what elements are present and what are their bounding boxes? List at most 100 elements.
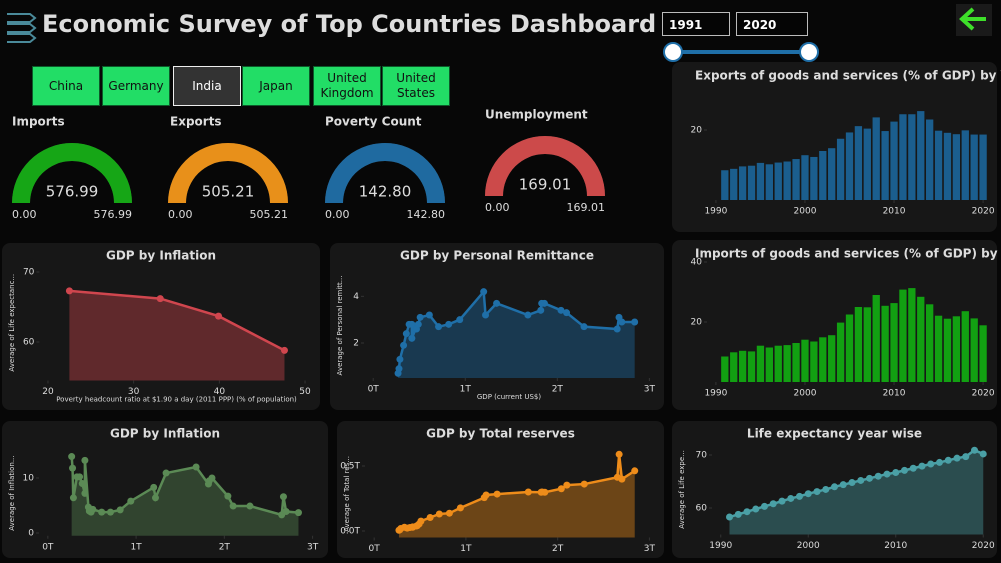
- gauge-arc: [485, 136, 605, 196]
- bar: [738, 350, 747, 382]
- point: [796, 492, 803, 500]
- point: [445, 320, 453, 328]
- area: [398, 291, 635, 378]
- x-tick-label: 2T: [552, 544, 564, 554]
- gauge-title: Exports: [170, 115, 222, 129]
- point: [883, 470, 891, 478]
- bar: [810, 341, 818, 382]
- point: [68, 453, 76, 461]
- y-axis-label: Average of Life expectanc...: [8, 274, 16, 372]
- point: [726, 513, 733, 521]
- y-tick-label: 70: [696, 451, 708, 461]
- bar: [819, 151, 827, 200]
- y-axis-label: Average of Total res...: [343, 456, 351, 532]
- x-tick-label: 50: [299, 387, 311, 397]
- bar: [854, 126, 863, 200]
- bar: [890, 121, 898, 200]
- bar: [854, 307, 863, 382]
- bar: [863, 128, 871, 200]
- bar: [952, 134, 961, 200]
- y-tick-label: 2: [353, 339, 359, 349]
- point: [962, 453, 970, 461]
- end-year[interactable]: 2020: [736, 12, 808, 36]
- point: [615, 450, 623, 458]
- point: [493, 299, 501, 307]
- x-tick-label: 2000: [797, 541, 820, 551]
- area: [729, 450, 984, 535]
- gauge-max: 142.80: [407, 208, 446, 221]
- y-tick-label: 0: [28, 529, 34, 539]
- country-button[interactable]: United Kingdom: [313, 66, 381, 106]
- x-tick-label: 0T: [369, 544, 381, 554]
- chart-title: Imports of goods and services (% of GDP)…: [695, 247, 1001, 261]
- bar: [730, 168, 738, 200]
- point: [395, 365, 403, 373]
- bar: [738, 166, 747, 200]
- area: [69, 290, 285, 381]
- point: [456, 504, 464, 512]
- point: [151, 494, 159, 502]
- point: [909, 464, 917, 472]
- bar: [747, 351, 756, 382]
- point: [557, 485, 565, 493]
- bar: [872, 295, 880, 382]
- gauge-max: 169.01: [567, 201, 606, 214]
- point: [396, 355, 404, 363]
- point: [918, 462, 926, 470]
- point: [822, 485, 830, 493]
- country-button[interactable]: United States: [382, 66, 450, 106]
- x-tick-label: 1T: [460, 544, 472, 554]
- point: [580, 480, 588, 488]
- point: [425, 311, 433, 319]
- bar: [908, 288, 916, 382]
- bar: [819, 337, 827, 382]
- gauge-min: 0.00: [168, 208, 193, 221]
- point: [769, 500, 777, 508]
- start-year[interactable]: 1991: [662, 12, 730, 36]
- country-button[interactable]: China: [32, 66, 100, 106]
- menu-icon[interactable]: [7, 13, 37, 43]
- x-axis-label: Poverty headcount ratio at $1.90 a day (…: [56, 396, 297, 404]
- bar: [943, 318, 952, 382]
- point: [866, 474, 873, 482]
- x-tick-label: 2020: [972, 207, 995, 217]
- point: [224, 492, 232, 500]
- point: [417, 517, 425, 525]
- point: [752, 505, 760, 513]
- point: [979, 450, 987, 458]
- bar: [765, 347, 773, 382]
- y-axis-label: Average of Life expe...: [678, 450, 686, 529]
- year-slider[interactable]: [663, 42, 819, 62]
- x-tick-label: 2010: [883, 389, 906, 399]
- gauge-title: Poverty Count: [325, 115, 422, 129]
- gauge-min: 0.00: [325, 208, 350, 221]
- point: [892, 468, 900, 476]
- bar: [979, 325, 987, 382]
- point: [813, 488, 821, 496]
- country-button[interactable]: India: [173, 66, 241, 106]
- x-tick-label: 1990: [709, 541, 732, 551]
- country-button[interactable]: Germany: [102, 66, 170, 106]
- country-button[interactable]: Japan: [242, 66, 310, 106]
- point: [971, 446, 978, 454]
- point: [208, 474, 216, 482]
- x-tick-label: 1990: [704, 389, 727, 399]
- x-tick-label: 1990: [704, 207, 727, 217]
- x-axis-label: GDP (current US$): [477, 393, 541, 401]
- bar: [828, 148, 836, 200]
- bar: [926, 304, 934, 382]
- bar: [899, 114, 907, 200]
- bar: [881, 131, 889, 200]
- point: [618, 475, 626, 483]
- bar: [881, 305, 889, 382]
- point: [280, 346, 288, 354]
- x-tick-label: 2020: [972, 389, 995, 399]
- point: [480, 288, 488, 296]
- point: [857, 476, 865, 484]
- bar: [917, 296, 925, 382]
- back-button[interactable]: [956, 4, 992, 36]
- bar: [747, 165, 756, 200]
- point: [414, 320, 422, 328]
- y-tick-label: 20: [691, 318, 703, 328]
- x-tick-label: 2010: [883, 207, 906, 217]
